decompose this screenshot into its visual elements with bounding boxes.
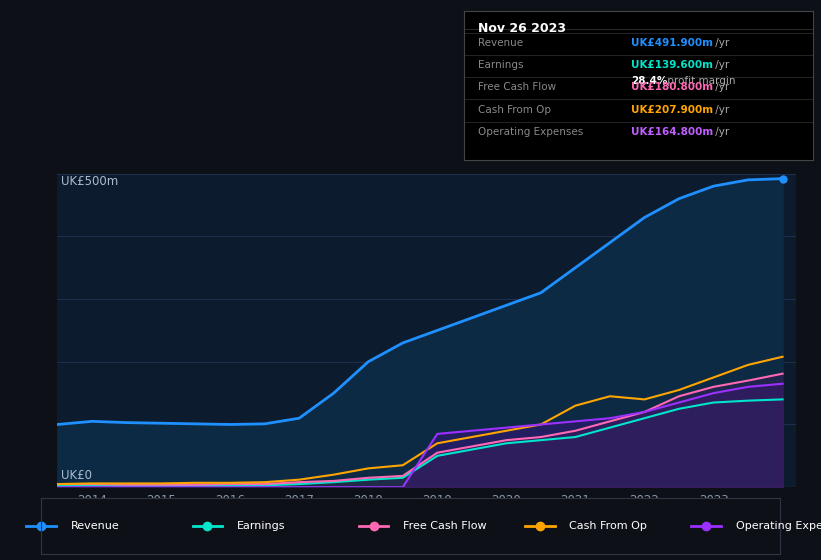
Text: UK£207.900m: UK£207.900m: [631, 105, 713, 115]
Text: UK£0: UK£0: [61, 469, 92, 482]
Text: Earnings: Earnings: [236, 521, 286, 531]
Text: UK£139.600m: UK£139.600m: [631, 60, 713, 70]
Text: /yr: /yr: [712, 82, 729, 92]
Text: Free Cash Flow: Free Cash Flow: [478, 82, 556, 92]
Text: Operating Expenses: Operating Expenses: [478, 127, 583, 137]
Text: Earnings: Earnings: [478, 60, 523, 70]
Text: UK£500m: UK£500m: [61, 175, 118, 189]
Text: Revenue: Revenue: [478, 38, 523, 48]
Text: /yr: /yr: [712, 127, 729, 137]
Text: Nov 26 2023: Nov 26 2023: [478, 22, 566, 35]
Text: /yr: /yr: [712, 38, 729, 48]
Text: 28.4%: 28.4%: [631, 77, 667, 86]
Text: UK£180.800m: UK£180.800m: [631, 82, 713, 92]
Text: profit margin: profit margin: [664, 77, 736, 86]
Text: Cash From Op: Cash From Op: [478, 105, 551, 115]
Text: Cash From Op: Cash From Op: [570, 521, 647, 531]
Text: Operating Expenses: Operating Expenses: [736, 521, 821, 531]
Text: UK£491.900m: UK£491.900m: [631, 38, 713, 48]
Text: /yr: /yr: [712, 60, 729, 70]
Text: Revenue: Revenue: [71, 521, 119, 531]
Text: /yr: /yr: [712, 105, 729, 115]
Text: UK£164.800m: UK£164.800m: [631, 127, 713, 137]
Text: Free Cash Flow: Free Cash Flow: [403, 521, 487, 531]
